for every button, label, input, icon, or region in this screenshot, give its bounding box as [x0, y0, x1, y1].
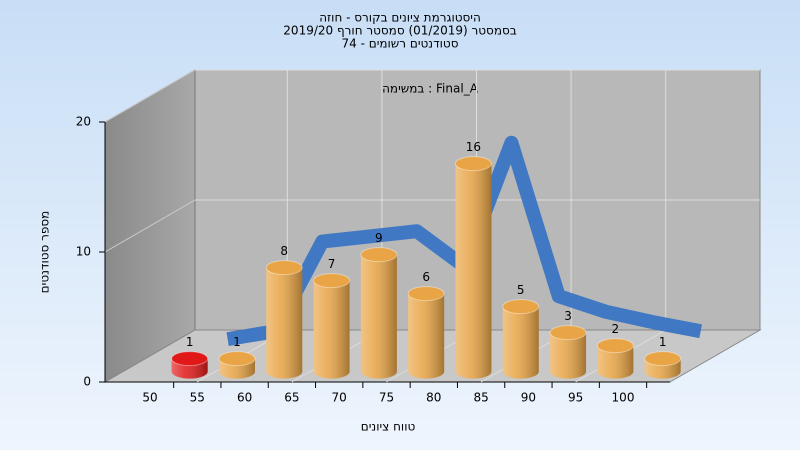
bar-shade — [360, 254, 397, 379]
data-label: 3 — [564, 309, 572, 323]
bar — [313, 273, 351, 379]
data-label: 1 — [233, 335, 241, 349]
bar-top — [407, 286, 445, 302]
bar — [502, 299, 540, 379]
title-line: בסמסטר (01/2019) סמסטר חורף 2019/20 — [283, 24, 516, 38]
y-tick-label: 20 — [76, 115, 91, 129]
x-tick-label: 80 — [426, 391, 441, 405]
bar — [218, 351, 256, 379]
bar — [171, 351, 209, 379]
y-tick-label: 0 — [83, 375, 91, 389]
x-tick-label: 100 — [612, 391, 635, 405]
bar-top — [360, 247, 398, 263]
bar-shade — [597, 345, 634, 379]
y-axis-label: מספר סטודנטים — [38, 211, 52, 294]
x-tick-label: 95 — [568, 391, 583, 405]
bar-top — [644, 351, 682, 367]
data-label: 2 — [612, 322, 620, 336]
data-label: 9 — [375, 231, 383, 245]
bar-top — [549, 325, 587, 341]
x-tick-label: 85 — [473, 391, 488, 405]
x-tick-label: 75 — [379, 391, 394, 405]
marks: 1 1 8 7 9 6 16 5 3 2 1 — [171, 135, 702, 379]
x-tick-label: 65 — [284, 391, 299, 405]
bar — [644, 351, 682, 379]
bar-shade — [266, 267, 303, 379]
annotation: במשימה : Final_A — [382, 82, 479, 96]
bar — [360, 247, 398, 379]
grid-line — [104, 199, 196, 253]
grid-line — [104, 69, 196, 123]
bar — [454, 156, 492, 379]
x-tick-label: 70 — [332, 391, 347, 405]
x-tick-label: 55 — [190, 391, 205, 405]
bar-top — [502, 299, 540, 315]
bar-top — [313, 273, 351, 289]
data-label: 1 — [659, 335, 667, 349]
x-axis-label: טווח ציונים — [361, 420, 416, 434]
bar-top — [596, 338, 634, 354]
data-label: 6 — [422, 270, 430, 284]
data-label: 7 — [328, 257, 336, 271]
bar-shade — [502, 306, 539, 379]
x-tick-label: 90 — [521, 391, 536, 405]
y-tick-label: 10 — [76, 245, 91, 259]
bar-shade — [313, 280, 350, 379]
bar-top — [218, 351, 256, 367]
title-line: סטודנטים רשומים - 74 — [341, 37, 458, 51]
bar-top — [454, 156, 492, 172]
data-label: 16 — [466, 140, 481, 154]
bar-shade — [455, 163, 492, 379]
bar — [265, 260, 303, 379]
data-label: 5 — [517, 283, 525, 297]
bar-shade — [550, 332, 587, 379]
bar — [407, 286, 445, 379]
title-line: היסטוגרמת ציונים בקורס - חוזה — [319, 11, 481, 25]
bar-top — [265, 260, 303, 276]
x-tick-label: 50 — [142, 391, 157, 405]
data-label: 1 — [186, 335, 194, 349]
bar — [549, 325, 587, 379]
bar-shade — [408, 293, 445, 379]
bar — [596, 338, 634, 379]
bar-top — [171, 351, 209, 367]
x-tick-label: 60 — [237, 391, 252, 405]
data-label: 8 — [280, 244, 288, 258]
